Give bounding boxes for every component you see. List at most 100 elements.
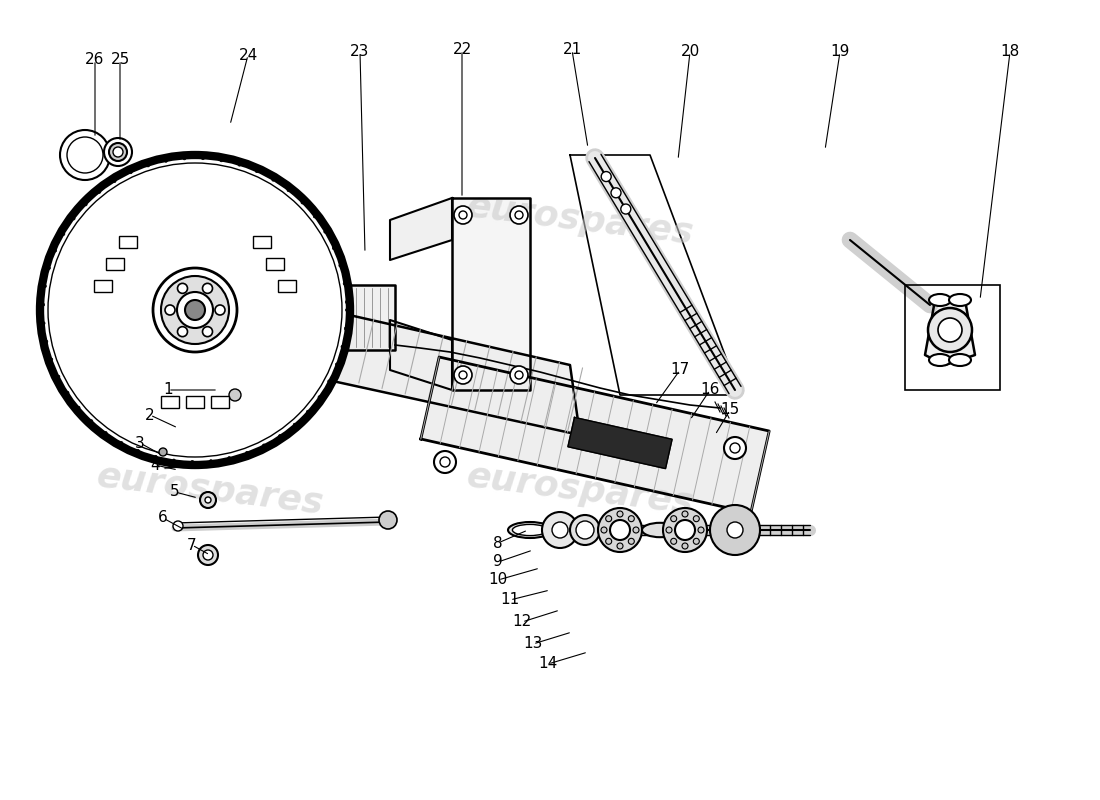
Circle shape xyxy=(173,459,175,462)
Text: 9: 9 xyxy=(493,554,503,570)
Polygon shape xyxy=(925,300,975,365)
Circle shape xyxy=(57,375,59,378)
Bar xyxy=(905,285,1000,390)
Circle shape xyxy=(109,143,126,161)
Circle shape xyxy=(617,543,623,549)
Circle shape xyxy=(177,292,213,328)
Circle shape xyxy=(200,492,216,508)
Circle shape xyxy=(454,366,472,384)
Circle shape xyxy=(154,455,157,458)
Text: 3: 3 xyxy=(135,435,145,450)
Text: 19: 19 xyxy=(830,45,849,59)
Text: 16: 16 xyxy=(701,382,719,398)
Text: 24: 24 xyxy=(239,47,257,62)
Ellipse shape xyxy=(316,300,334,336)
Ellipse shape xyxy=(542,512,578,548)
Text: eurospares: eurospares xyxy=(95,459,326,521)
Circle shape xyxy=(146,164,150,167)
Circle shape xyxy=(663,508,707,552)
Circle shape xyxy=(104,138,132,166)
Circle shape xyxy=(153,268,236,352)
Circle shape xyxy=(190,461,194,463)
Circle shape xyxy=(710,505,760,555)
Circle shape xyxy=(214,305,225,315)
Circle shape xyxy=(606,538,612,544)
Circle shape xyxy=(675,520,695,540)
Text: 20: 20 xyxy=(681,45,700,59)
Ellipse shape xyxy=(576,521,594,539)
Circle shape xyxy=(104,431,107,434)
Bar xyxy=(94,280,112,292)
Bar xyxy=(266,258,284,270)
Circle shape xyxy=(341,346,344,348)
Circle shape xyxy=(77,406,80,410)
Circle shape xyxy=(515,211,522,219)
Text: 2: 2 xyxy=(145,407,155,422)
Bar xyxy=(119,236,136,248)
Circle shape xyxy=(238,163,241,166)
Polygon shape xyxy=(324,285,395,350)
Text: 4: 4 xyxy=(151,458,160,473)
Circle shape xyxy=(185,300,205,320)
Circle shape xyxy=(165,305,175,315)
Circle shape xyxy=(628,516,635,522)
Polygon shape xyxy=(56,205,163,296)
Circle shape xyxy=(602,171,612,182)
Circle shape xyxy=(73,217,75,220)
Circle shape xyxy=(666,527,672,533)
Circle shape xyxy=(598,508,642,552)
Circle shape xyxy=(682,543,688,549)
Circle shape xyxy=(130,170,132,174)
Circle shape xyxy=(198,545,218,565)
Circle shape xyxy=(510,206,528,224)
Circle shape xyxy=(632,527,639,533)
Polygon shape xyxy=(452,198,530,390)
Circle shape xyxy=(42,303,45,306)
Circle shape xyxy=(220,159,223,162)
Circle shape xyxy=(40,155,350,465)
Circle shape xyxy=(202,326,212,337)
Circle shape xyxy=(345,301,349,303)
Circle shape xyxy=(434,451,456,473)
Circle shape xyxy=(177,283,187,294)
Circle shape xyxy=(43,285,46,288)
Text: 10: 10 xyxy=(488,573,507,587)
Circle shape xyxy=(515,371,522,379)
Circle shape xyxy=(671,516,676,522)
Circle shape xyxy=(202,283,212,294)
Circle shape xyxy=(245,451,249,454)
Text: 8: 8 xyxy=(493,535,503,550)
Circle shape xyxy=(165,159,167,162)
Circle shape xyxy=(620,204,630,214)
Circle shape xyxy=(328,380,331,383)
Circle shape xyxy=(183,157,186,160)
Circle shape xyxy=(209,460,212,462)
Polygon shape xyxy=(568,418,672,469)
Circle shape xyxy=(606,516,612,522)
Circle shape xyxy=(938,318,962,342)
Circle shape xyxy=(50,358,53,361)
Text: 17: 17 xyxy=(670,362,690,378)
Bar xyxy=(161,396,179,408)
Circle shape xyxy=(66,391,69,394)
Circle shape xyxy=(307,410,309,414)
Circle shape xyxy=(323,230,327,234)
Circle shape xyxy=(161,276,229,344)
Circle shape xyxy=(693,538,700,544)
Circle shape xyxy=(173,521,183,531)
Circle shape xyxy=(928,308,972,352)
Circle shape xyxy=(98,190,101,194)
Polygon shape xyxy=(228,205,334,296)
Text: 5: 5 xyxy=(170,485,179,499)
Circle shape xyxy=(318,396,321,398)
Ellipse shape xyxy=(642,523,678,538)
Ellipse shape xyxy=(508,522,552,538)
Text: 1: 1 xyxy=(163,382,173,398)
Circle shape xyxy=(454,206,472,224)
Circle shape xyxy=(54,249,56,252)
Circle shape xyxy=(85,203,87,206)
Ellipse shape xyxy=(949,294,971,306)
Circle shape xyxy=(42,322,45,325)
Circle shape xyxy=(272,178,275,182)
Text: 23: 23 xyxy=(350,45,370,59)
